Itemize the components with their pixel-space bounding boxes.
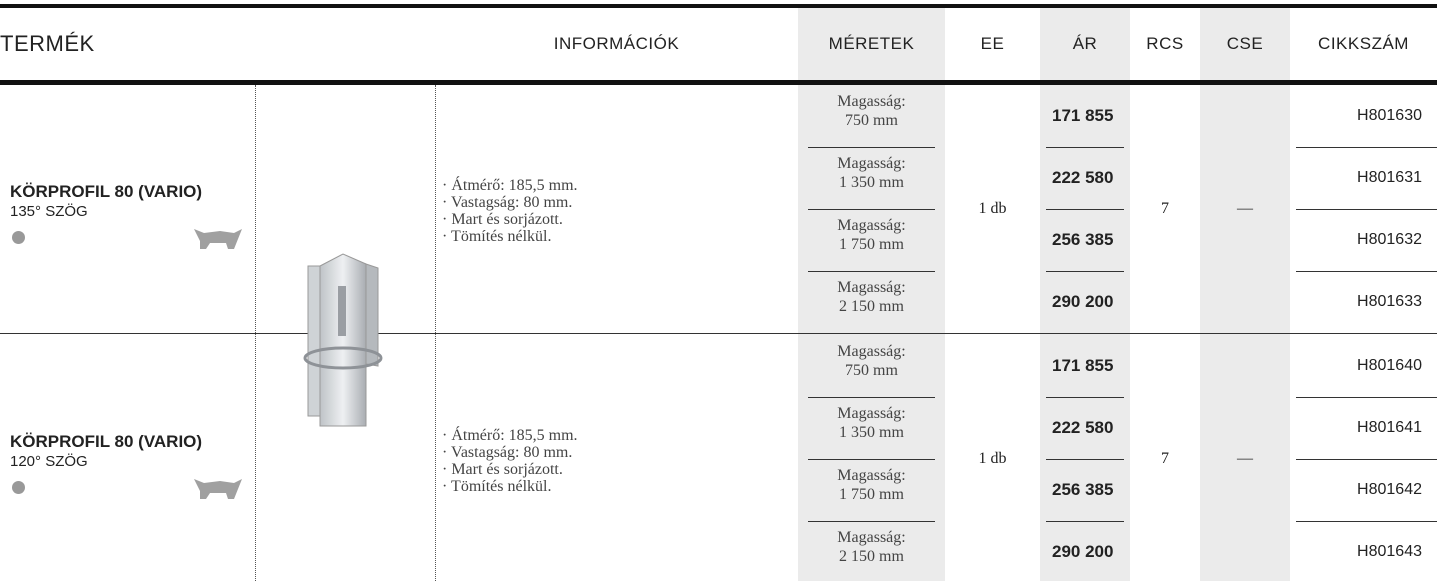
item-code: H801642 — [1357, 481, 1422, 498]
price: 290 200 — [1052, 542, 1114, 561]
info-line: · Mart és sorjázott. — [442, 461, 563, 478]
row-rule — [1046, 397, 1124, 398]
status-dot — [12, 231, 25, 244]
row-rule — [1046, 209, 1124, 210]
size-value: 2 150 mm — [839, 298, 904, 315]
item-code: H801633 — [1357, 293, 1422, 310]
size-label: Magasság: — [837, 529, 906, 546]
size-value: 750 mm — [845, 362, 898, 379]
size-label: Magasság: — [837, 93, 906, 110]
product-image — [303, 253, 383, 427]
row-rule — [1296, 459, 1437, 460]
size-value: 1 350 mm — [839, 174, 904, 191]
row-rule — [1046, 459, 1124, 460]
item-code: H801631 — [1357, 169, 1422, 186]
row-rule — [1296, 521, 1437, 522]
header-cell: TERMÉK — [0, 31, 95, 56]
product-subtitle: 120° SZÖG — [10, 453, 88, 470]
header-cell: CSE — [1226, 34, 1264, 53]
brand-icon — [190, 225, 244, 251]
brand-icon — [190, 475, 244, 501]
info-line: · Átmérő: 185,5 mm. — [442, 177, 578, 194]
cse-cell: — — [1237, 200, 1253, 217]
info-line: · Tömítés nélkül. — [442, 478, 552, 495]
header-cell: ÁR — [1072, 34, 1098, 53]
price: 222 580 — [1052, 418, 1114, 437]
size-label: Magasság: — [837, 155, 906, 172]
cse-cell: — — [1237, 450, 1253, 467]
item-code: H801641 — [1357, 419, 1422, 436]
row-rule — [808, 271, 935, 272]
header-cell: INFORMÁCIÓK — [553, 34, 680, 53]
product-name: KÖRPROFIL 80 (VARIO) — [10, 182, 203, 201]
item-code: H801630 — [1357, 107, 1422, 124]
row-rule — [1296, 147, 1437, 148]
row-rule — [808, 521, 935, 522]
product-name: KÖRPROFIL 80 (VARIO) — [10, 432, 203, 451]
price: 222 580 — [1052, 168, 1114, 187]
column-shade — [798, 8, 945, 581]
column-shade — [1040, 8, 1130, 581]
item-code: H801643 — [1357, 543, 1422, 560]
header-cell: CIKKSZÁM — [1318, 34, 1409, 53]
price: 256 385 — [1052, 480, 1114, 499]
size-value: 750 mm — [845, 112, 898, 129]
info-line: · Tömítés nélkül. — [442, 228, 552, 245]
price: 290 200 — [1052, 292, 1114, 311]
size-label: Magasság: — [837, 467, 906, 484]
row-rule — [1046, 271, 1124, 272]
info-line: · Vastagság: 80 mm. — [442, 444, 573, 461]
header-cell: MÉRETEK — [828, 34, 915, 53]
ee-cell: 1 db — [978, 200, 1007, 217]
group-rule — [0, 333, 1437, 334]
row-rule — [1296, 271, 1437, 272]
size-value: 1 750 mm — [839, 236, 904, 253]
header-cell: EE — [980, 34, 1005, 53]
top-rule — [0, 4, 1437, 8]
item-code: H801632 — [1357, 231, 1422, 248]
status-dot — [12, 481, 25, 494]
header-rule — [0, 80, 1437, 85]
info-line: · Mart és sorjázott. — [442, 211, 563, 228]
item-code: H801640 — [1357, 357, 1422, 374]
bull-icon — [194, 229, 242, 249]
size-value: 2 150 mm — [839, 548, 904, 565]
ee-cell: 1 db — [978, 450, 1007, 467]
row-rule — [808, 459, 935, 460]
rcs-cell: 7 — [1161, 200, 1169, 217]
row-rule — [1296, 397, 1437, 398]
row-rule — [1046, 147, 1124, 148]
size-label: Magasság: — [837, 217, 906, 234]
bull-icon — [194, 479, 242, 499]
row-rule — [808, 397, 935, 398]
size-label: Magasság: — [837, 279, 906, 296]
column-shade — [1200, 8, 1290, 581]
row-rule — [1046, 521, 1124, 522]
price: 256 385 — [1052, 230, 1114, 249]
price: 171 855 — [1052, 356, 1114, 375]
header-cell: RCS — [1146, 34, 1184, 53]
rcs-cell: 7 — [1161, 450, 1169, 467]
size-label: Magasság: — [837, 405, 906, 422]
product-subtitle: 135° SZÖG — [10, 203, 88, 220]
row-rule — [808, 209, 935, 210]
size-value: 1 350 mm — [839, 424, 904, 441]
info-line: · Vastagság: 80 mm. — [442, 194, 573, 211]
row-rule — [808, 147, 935, 148]
size-label: Magasság: — [837, 343, 906, 360]
size-value: 1 750 mm — [839, 486, 904, 503]
info-line: · Átmérő: 185,5 mm. — [442, 427, 578, 444]
price: 171 855 — [1052, 106, 1114, 125]
row-rule — [1296, 209, 1437, 210]
